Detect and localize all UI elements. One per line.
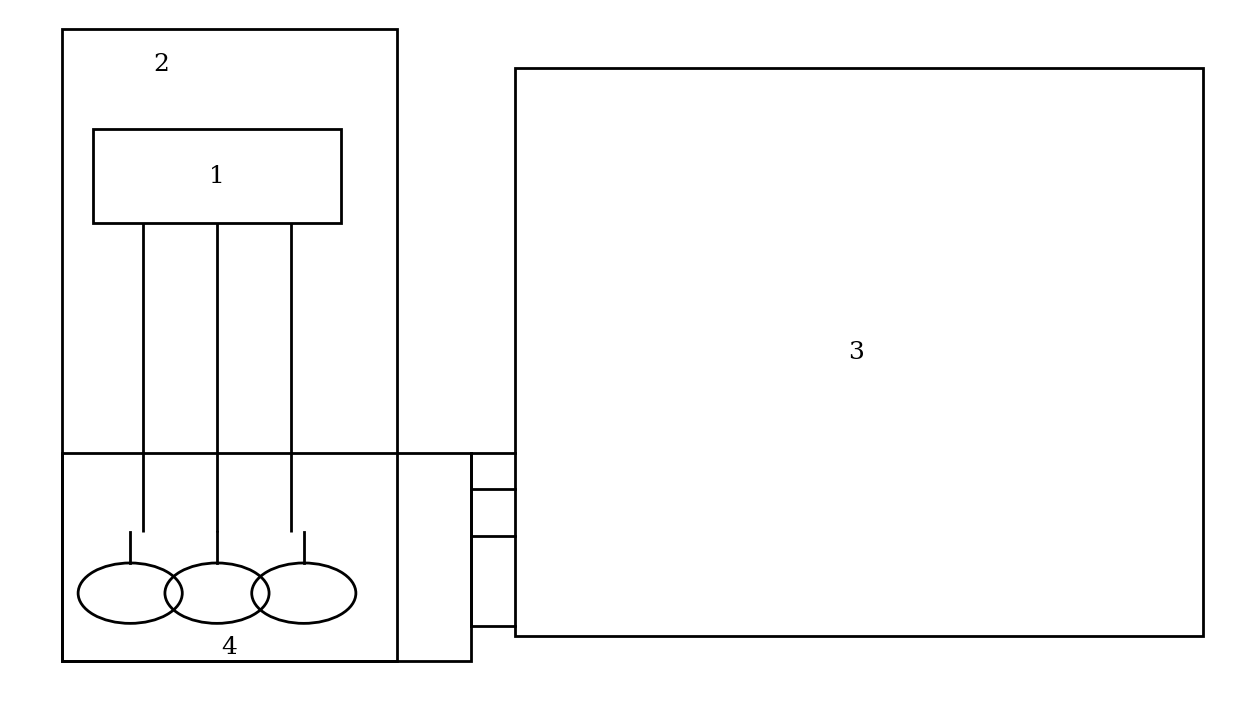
Text: 4: 4 <box>222 636 237 659</box>
Bar <box>515 68 1203 636</box>
Text: 1: 1 <box>210 165 224 188</box>
Text: 3: 3 <box>848 341 863 364</box>
Text: 2: 2 <box>154 53 169 76</box>
Bar <box>62 453 471 661</box>
Bar <box>93 129 341 223</box>
Bar <box>62 29 397 661</box>
